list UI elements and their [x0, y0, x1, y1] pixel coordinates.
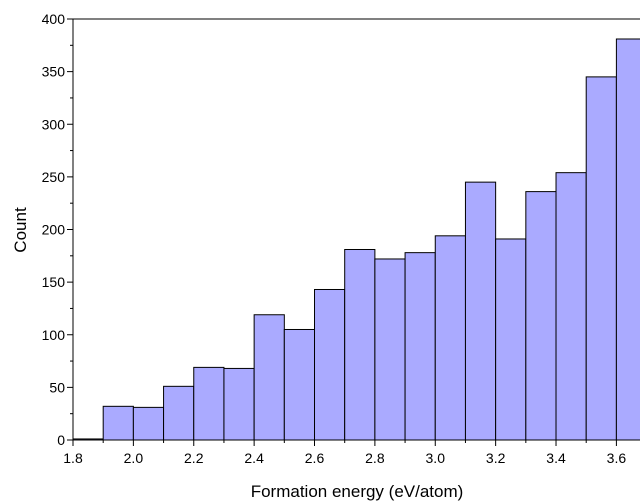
x-tick-label: 2.6: [305, 450, 325, 466]
x-tick-label: 3.0: [426, 450, 446, 466]
histogram-bar: [193, 366, 225, 441]
histogram-bar: [223, 367, 255, 441]
histogram-bar: [555, 172, 587, 441]
histogram-bar: [132, 406, 165, 441]
histogram-bar: [525, 191, 557, 441]
x-tick-label: 1.8: [63, 450, 83, 466]
y-axis-label: Count: [11, 207, 30, 253]
y-tick-label: 150: [42, 274, 66, 290]
histogram-bar: [374, 258, 406, 441]
y-tick-label: 400: [42, 11, 66, 27]
histogram-bar: [434, 235, 466, 441]
y-tick-label: 300: [42, 116, 66, 132]
y-ticks: 0 50 100 150 200 250 300 350 400: [42, 11, 73, 448]
histogram-bar: [344, 248, 376, 441]
histogram-bar: [464, 181, 497, 441]
y-tick-label: 200: [42, 222, 66, 238]
histogram-bars: [72, 38, 640, 441]
histogram-bar: [615, 38, 640, 441]
histogram-bar: [283, 328, 316, 441]
y-tick-label: 100: [42, 327, 66, 343]
x-tick-label: 2.8: [365, 450, 385, 466]
x-tick-label: 2.2: [184, 450, 204, 466]
histogram-bar: [253, 314, 285, 441]
y-tick-label: 50: [49, 379, 65, 395]
x-ticks: 1.8 2.0 2.2 2.4 2.6 2.8 3.0 3.2 3.4 3.6: [63, 440, 626, 466]
x-tick-label: 3.4: [546, 450, 566, 466]
histogram-bar: [585, 76, 617, 441]
x-tick-label: 2.4: [244, 450, 264, 466]
histogram-bar: [102, 405, 134, 441]
x-axis-label: Formation energy (eV/atom): [251, 482, 464, 501]
histogram-bar: [495, 238, 527, 441]
histogram-bar: [404, 252, 436, 441]
x-tick-label: 3.2: [486, 450, 506, 466]
y-tick-label: 250: [42, 169, 66, 185]
histogram-bar: [163, 385, 195, 441]
x-tick-label: 2.0: [124, 450, 144, 466]
histogram-bar: [314, 288, 346, 441]
x-tick-label: 3.6: [607, 450, 627, 466]
y-tick-label: 350: [42, 64, 66, 80]
y-tick-label: 0: [57, 432, 65, 448]
